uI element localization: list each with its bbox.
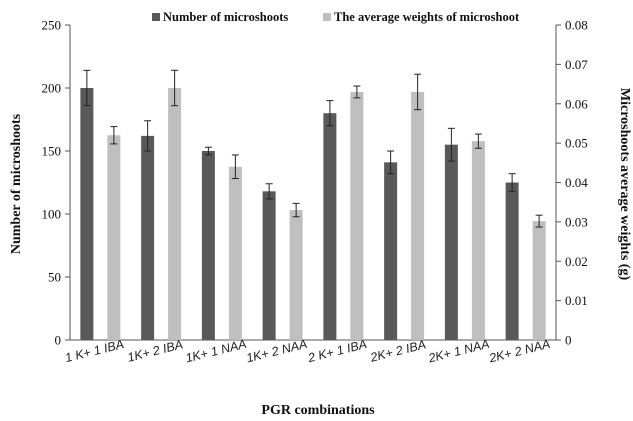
- y-tick-label-right: 0.02: [565, 254, 588, 269]
- bar-average-weight: [411, 91, 425, 340]
- bar-number-of-microshoots: [141, 135, 155, 340]
- y-tick-label-right: 0.08: [565, 18, 588, 33]
- x-category-label: 1K+ 2 IBA: [126, 337, 184, 364]
- y-axis-title-left: Number of microshoots: [9, 113, 24, 254]
- y-tick-label-right: 0.04: [565, 175, 588, 190]
- y-tick-label-right: 0.03: [565, 214, 588, 229]
- x-category-label: 1 K+ 1 IBA: [64, 337, 126, 365]
- y-tick-label-left: 200: [42, 81, 62, 96]
- bar-number-of-microshoots: [201, 151, 215, 340]
- bar-number-of-microshoots: [444, 144, 458, 340]
- legend-swatch-average-weights: [323, 13, 331, 21]
- y-tick-label-left: 50: [48, 270, 61, 285]
- x-category-label: 2K+ 2 IBA: [368, 337, 427, 365]
- bar-average-weight: [168, 88, 182, 340]
- x-category-label: 2 K+ 1 IBA: [306, 337, 369, 365]
- x-category-label: 2K+ 1 NAA: [426, 337, 491, 366]
- y-tick-label-right: 0.05: [565, 136, 588, 151]
- x-category-label: 1K+ 2 NAA: [245, 337, 309, 366]
- y-tick-label-left: 150: [42, 144, 62, 159]
- y-tick-label-right: 0: [565, 333, 572, 348]
- x-category-label: 1K+ 1 NAA: [184, 337, 248, 366]
- bar-number-of-microshoots: [80, 88, 94, 340]
- legend-label-average-weights: The average weights of microshoot: [334, 10, 520, 24]
- x-axis-title: PGR combinations: [261, 403, 375, 418]
- legend: Number of microshoots The average weight…: [152, 10, 520, 24]
- bar-number-of-microshoots: [323, 113, 337, 340]
- bar-average-weight: [289, 210, 303, 340]
- x-category-label: 2K+ 2 NAA: [487, 337, 552, 366]
- bar-average-weight: [471, 141, 485, 340]
- bar-average-weight: [350, 91, 364, 340]
- bar-number-of-microshoots: [505, 182, 519, 340]
- bar-average-weight: [532, 221, 546, 340]
- plot-area: 0 50 100 150 200 250 0 0.01 0.02 0.03 0.04 0.05 0.06…: [42, 18, 589, 366]
- bar-average-weight: [107, 135, 121, 340]
- y-axis-title-right: Microshoots average weights (g): [617, 88, 632, 281]
- y-tick-label-right: 0.07: [565, 57, 588, 72]
- legend-label-number-of-microshoots: Number of microshoots: [163, 10, 288, 24]
- y-tick-label-left: 100: [42, 207, 62, 222]
- legend-swatch-number-of-microshoots: [152, 13, 160, 21]
- y-tick-label-right: 0.06: [565, 96, 588, 111]
- y-tick-label-left: 0: [55, 333, 62, 348]
- y-tick-label-left: 250: [42, 18, 62, 33]
- bar-number-of-microshoots: [262, 191, 276, 340]
- bar-average-weight: [228, 166, 242, 340]
- bar-number-of-microshoots: [384, 162, 398, 340]
- y-tick-label-right: 0.01: [565, 293, 588, 308]
